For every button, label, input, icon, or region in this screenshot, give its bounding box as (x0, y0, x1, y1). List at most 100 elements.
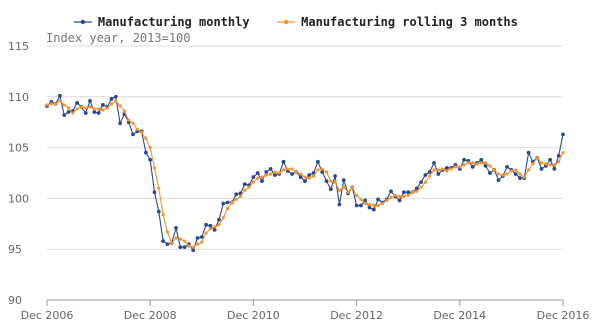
point (445, 166, 449, 170)
point (79, 105, 83, 109)
point (423, 180, 427, 184)
point (427, 170, 432, 174)
point (397, 198, 402, 203)
point (208, 227, 212, 231)
point (226, 206, 230, 211)
point (505, 172, 509, 176)
point (462, 163, 466, 167)
point (122, 109, 126, 113)
point (157, 186, 161, 190)
point (96, 111, 101, 115)
point (488, 164, 492, 168)
point (234, 197, 238, 202)
point (161, 213, 165, 217)
point (518, 172, 522, 176)
point (75, 107, 79, 111)
point (243, 188, 247, 192)
point (557, 160, 561, 164)
point (372, 203, 376, 208)
point (225, 200, 230, 205)
x-tick-label: Dec 2008 (124, 309, 177, 322)
point (178, 237, 182, 241)
point (88, 98, 92, 103)
point (273, 173, 277, 177)
point (290, 172, 294, 176)
point (131, 121, 135, 125)
point (113, 94, 118, 99)
point (84, 106, 88, 110)
x-tick-label: Dec 2014 (433, 309, 486, 322)
point (208, 223, 213, 228)
point (66, 110, 71, 114)
point (496, 172, 501, 176)
point (260, 175, 264, 179)
point (479, 157, 484, 162)
point (393, 193, 397, 197)
point (402, 190, 406, 195)
point (200, 240, 204, 244)
point (453, 165, 458, 169)
point (273, 170, 277, 174)
point (556, 153, 561, 158)
point (505, 165, 509, 169)
point (432, 160, 436, 165)
point (191, 245, 195, 249)
point (333, 180, 337, 184)
point (514, 168, 518, 172)
point (406, 193, 410, 197)
point (449, 167, 453, 171)
point (187, 244, 191, 248)
point (281, 159, 286, 164)
chart-subtitle: Index year, 2013=100 (46, 31, 191, 45)
point (66, 106, 71, 110)
point (445, 169, 449, 173)
point (178, 245, 183, 250)
point (83, 111, 88, 115)
point (148, 146, 152, 150)
x-tick-label: Dec 2010 (227, 309, 280, 322)
point (526, 150, 531, 155)
point (307, 173, 312, 177)
point (260, 179, 264, 184)
point (324, 170, 329, 174)
point (402, 194, 406, 198)
point (264, 173, 268, 177)
point (371, 207, 376, 212)
point (105, 106, 109, 110)
point (251, 175, 256, 179)
point (363, 198, 368, 203)
point (316, 159, 320, 164)
point (466, 161, 470, 165)
y-tick-label: 90 (8, 294, 22, 307)
point (144, 136, 148, 141)
point (62, 113, 67, 117)
point (109, 102, 114, 106)
point (436, 172, 441, 176)
point (217, 217, 221, 222)
y-tick-label: 115 (8, 40, 29, 53)
point (531, 162, 535, 166)
point (92, 110, 97, 114)
point (320, 170, 325, 174)
point (544, 162, 548, 166)
y-tick-label: 105 (8, 142, 29, 155)
point (346, 190, 350, 194)
point (174, 236, 178, 240)
point (118, 121, 122, 126)
point (247, 185, 251, 189)
point (367, 205, 372, 210)
point (329, 179, 333, 183)
point (152, 190, 157, 195)
y-tick-label: 110 (8, 91, 29, 104)
point (251, 180, 255, 184)
point (458, 165, 462, 169)
point (462, 157, 466, 162)
point (479, 161, 483, 165)
point (204, 231, 208, 235)
point (114, 99, 118, 103)
point (359, 197, 363, 202)
point (548, 157, 552, 162)
point (552, 167, 557, 171)
point (299, 172, 303, 176)
